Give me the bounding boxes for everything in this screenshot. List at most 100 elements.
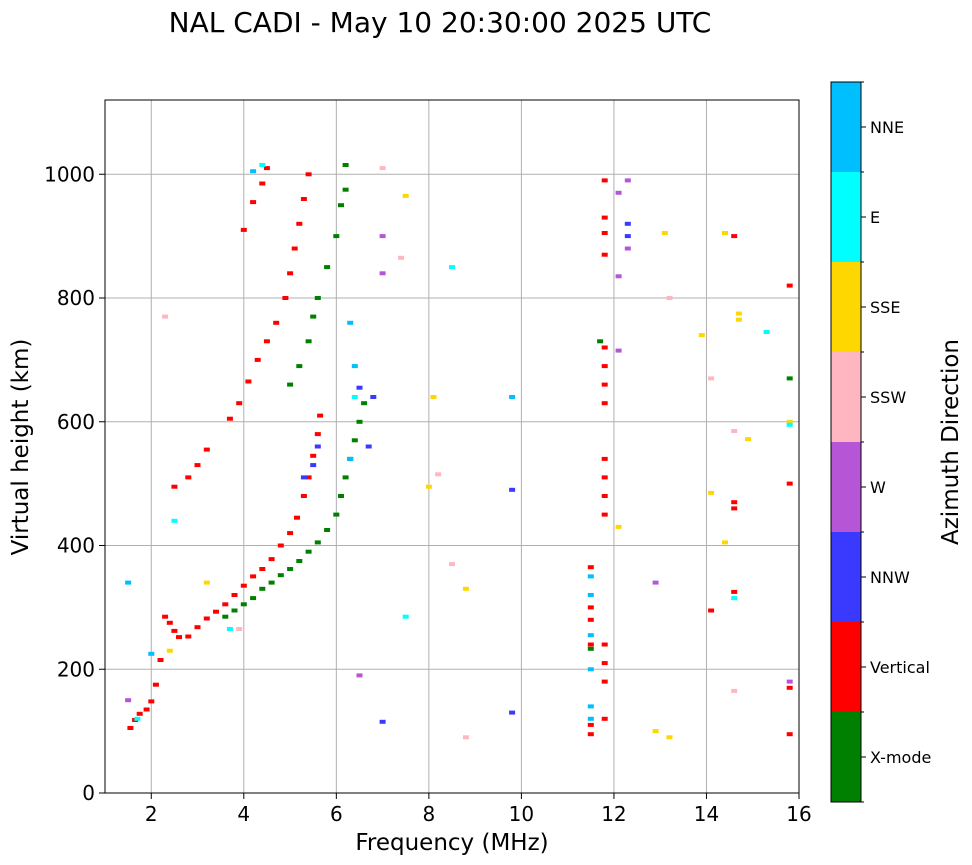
echo-point-nnw bbox=[310, 463, 317, 468]
echo-point-x-mode bbox=[361, 401, 368, 406]
echo-point-nne bbox=[347, 456, 354, 461]
echo-point-ssw bbox=[162, 314, 169, 319]
echo-point-vertical bbox=[254, 357, 261, 362]
echo-point-vertical bbox=[601, 215, 608, 220]
echo-point-vertical bbox=[601, 475, 608, 480]
x-tick-label: 12 bbox=[601, 802, 626, 826]
echo-point-x-mode bbox=[342, 475, 349, 480]
echo-point-x-mode bbox=[342, 187, 349, 192]
echo-point-vertical bbox=[786, 283, 793, 288]
echo-point-vertical bbox=[291, 246, 298, 251]
echo-point-x-mode bbox=[314, 540, 321, 545]
echo-point-vertical bbox=[152, 682, 159, 687]
echo-point-vertical bbox=[601, 178, 608, 183]
x-axis-label: Frequency (MHz) bbox=[355, 830, 548, 856]
echo-point-ssw bbox=[731, 688, 738, 693]
echo-point-sse bbox=[722, 231, 728, 235]
echo-point-nnw bbox=[365, 444, 372, 449]
echo-point-x-mode bbox=[222, 614, 229, 619]
echo-point-x-mode bbox=[305, 549, 312, 554]
echo-point-vertical bbox=[786, 481, 793, 486]
echo-point-nne bbox=[148, 651, 155, 656]
echo-point-sse bbox=[786, 419, 793, 424]
y-tick-label: 200 bbox=[57, 657, 95, 681]
echo-point-vertical bbox=[731, 506, 738, 511]
echo-point-vertical bbox=[601, 716, 608, 721]
echo-point-nnw bbox=[370, 395, 377, 399]
colorbar-swatch-sse bbox=[831, 262, 861, 352]
echo-point-vertical bbox=[213, 609, 219, 614]
echo-point-vertical bbox=[277, 543, 284, 548]
echo-point-vertical bbox=[731, 589, 738, 594]
echo-point-x-mode bbox=[351, 438, 358, 443]
echo-point-vertical bbox=[143, 707, 150, 712]
echo-point-w bbox=[356, 673, 363, 678]
echo-point-w bbox=[615, 348, 622, 353]
echo-point-x-mode bbox=[287, 567, 294, 571]
echo-point-sse bbox=[462, 586, 469, 591]
echo-point-e bbox=[226, 627, 233, 631]
echo-point-w bbox=[652, 580, 659, 585]
echo-point-sse bbox=[666, 735, 673, 740]
echo-point-w bbox=[786, 679, 793, 684]
echo-point-vertical bbox=[601, 345, 608, 350]
echo-point-ssw bbox=[666, 296, 673, 300]
echo-point-vertical bbox=[245, 379, 252, 384]
echo-point-vertical bbox=[250, 574, 257, 579]
y-tick-label: 600 bbox=[57, 410, 95, 434]
echo-point-w bbox=[379, 271, 386, 276]
x-axis-ticks: 2 4 6 8 10 12 14 16 bbox=[145, 793, 812, 826]
echo-point-sse bbox=[735, 311, 742, 316]
chart-title: NAL CADI - May 10 20:30:00 2025 UTC bbox=[169, 6, 712, 39]
echo-point-nne bbox=[587, 574, 594, 579]
echo-point-vertical bbox=[127, 726, 134, 730]
echo-point-vertical bbox=[601, 364, 608, 369]
echo-point-x-mode bbox=[277, 573, 284, 578]
echo-point-vertical bbox=[731, 234, 738, 239]
echo-point-nnw bbox=[624, 221, 631, 226]
echo-point-vertical bbox=[601, 382, 608, 387]
echo-point-w bbox=[624, 246, 631, 251]
echo-point-ssw bbox=[435, 472, 442, 477]
x-tick-label: 6 bbox=[330, 802, 343, 826]
echo-point-nne bbox=[587, 593, 594, 597]
echo-point-nne bbox=[587, 667, 594, 672]
echo-point-x-mode bbox=[342, 163, 349, 167]
echo-point-e bbox=[786, 422, 793, 427]
x-tick-label: 10 bbox=[509, 802, 534, 826]
echo-point-vertical bbox=[601, 456, 608, 461]
colorbar-label: Azimuth Direction bbox=[938, 339, 964, 545]
y-tick-label: 1000 bbox=[44, 162, 95, 186]
echo-point-x-mode bbox=[786, 376, 793, 381]
echo-point-vertical bbox=[185, 634, 192, 639]
echo-point-vertical bbox=[194, 463, 201, 468]
echo-point-vertical bbox=[310, 453, 317, 458]
echo-point-sse bbox=[735, 317, 742, 322]
echo-point-e bbox=[259, 163, 266, 167]
echo-point-ssw bbox=[449, 562, 455, 567]
echo-point-ssw bbox=[398, 255, 405, 260]
colorbar-frame bbox=[830, 81, 862, 803]
echo-point-vertical bbox=[300, 197, 307, 201]
echo-point-sse bbox=[698, 333, 705, 338]
colorbar-tick-label: Vertical bbox=[870, 658, 930, 677]
colorbar-swatch-ssw bbox=[831, 352, 861, 442]
echo-point-x-mode bbox=[287, 382, 294, 387]
echo-point-ssw bbox=[379, 166, 386, 171]
echo-point-ssw bbox=[708, 376, 715, 381]
echo-marks bbox=[125, 163, 793, 740]
echo-point-vertical bbox=[222, 602, 229, 607]
echo-point-vertical bbox=[287, 531, 294, 536]
colorbar-tick-label: SSE bbox=[870, 298, 900, 317]
echo-point-vertical bbox=[226, 416, 233, 421]
echo-point-ssw bbox=[731, 429, 738, 433]
plot-frame bbox=[104, 99, 800, 794]
echo-point-vertical bbox=[240, 227, 247, 232]
echo-point-vertical bbox=[317, 413, 324, 418]
echo-point-nne bbox=[509, 395, 516, 399]
echo-point-x-mode bbox=[356, 419, 363, 424]
echo-point-sse bbox=[661, 231, 668, 235]
x-tick-label: 14 bbox=[694, 802, 719, 826]
echo-point-x-mode bbox=[296, 364, 303, 369]
colorbar-swatch-x-mode bbox=[831, 712, 861, 802]
